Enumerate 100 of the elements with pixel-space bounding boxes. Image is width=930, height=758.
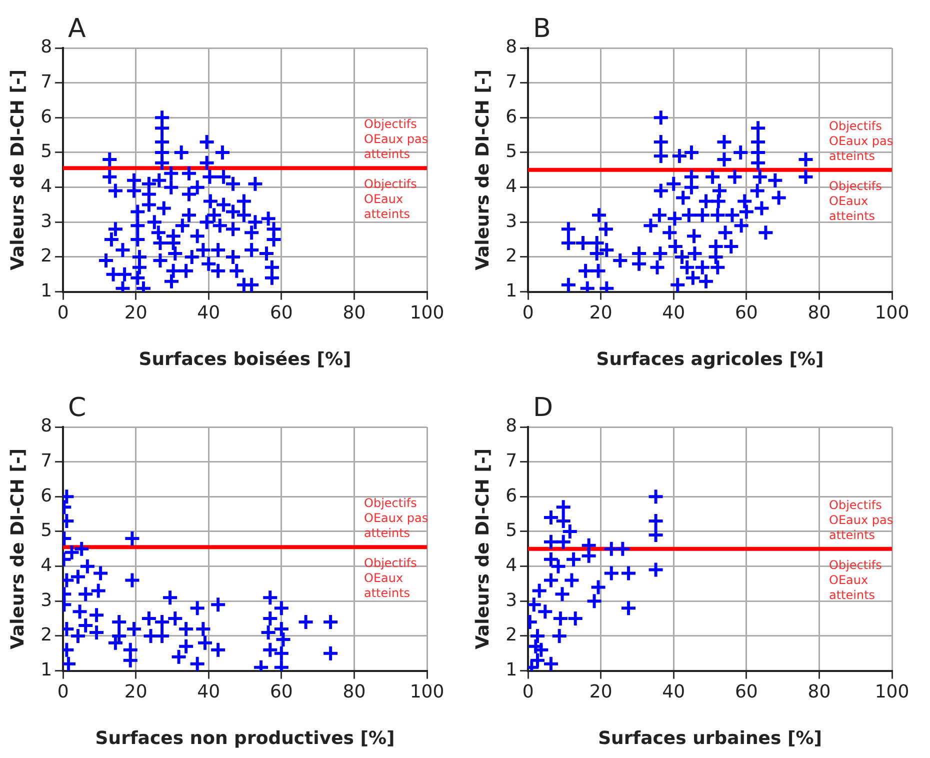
annotation: Objectifs OEaux pas atteints	[829, 498, 894, 542]
x-tick-label: 20	[589, 302, 612, 324]
x-tick-label: 40	[662, 302, 686, 324]
y-tick-label: 6	[40, 485, 52, 506]
point	[529, 627, 546, 644]
point	[297, 614, 314, 631]
point	[322, 614, 340, 631]
x-tick-label: 0	[57, 681, 69, 702]
point	[274, 630, 292, 648]
y-tick-label: 8	[506, 36, 518, 58]
y-tick-label: 3	[506, 590, 518, 611]
point	[178, 638, 195, 655]
x-tick-label: 60	[270, 302, 293, 324]
point	[530, 582, 548, 600]
point	[78, 558, 96, 575]
point	[614, 540, 632, 558]
y-tick-label: 4	[40, 554, 52, 576]
x-tick-label: 60	[270, 681, 293, 702]
point	[210, 596, 227, 614]
point	[542, 509, 560, 526]
point	[194, 620, 212, 638]
x-tick-label: 40	[197, 302, 220, 324]
x-tick-label: 20	[124, 681, 148, 702]
point	[126, 620, 143, 638]
x-tick-label: 0	[57, 302, 69, 324]
annotation: Objectifs OEaux atteints	[829, 178, 882, 223]
y-axis-title: Valeurs de DI-CH [-]	[7, 448, 28, 650]
y-tick-label: 2	[40, 624, 52, 646]
annotation: Objectifs OEaux pas atteints	[829, 118, 894, 163]
x-axis-title: Surfaces urbaines [%]	[598, 728, 822, 749]
point	[162, 589, 179, 606]
y-axis-title: Valeurs de DI-CH [-]	[472, 448, 494, 650]
y-tick-label: 6	[506, 106, 518, 128]
annotation: Objectifs OEaux atteints	[364, 177, 417, 222]
y-tick-label: 3	[40, 210, 52, 232]
point	[260, 624, 277, 641]
y-tick-label: 5	[506, 520, 518, 542]
point	[602, 564, 620, 582]
point	[210, 641, 227, 658]
point	[554, 586, 571, 603]
point	[647, 488, 664, 506]
point	[90, 582, 107, 600]
point	[552, 610, 569, 628]
point	[620, 600, 637, 617]
point	[542, 655, 560, 671]
point	[154, 614, 171, 631]
point	[542, 572, 560, 589]
y-tick-label: 2	[40, 246, 52, 267]
point	[272, 620, 290, 638]
x-tick-label: 0	[522, 681, 534, 702]
x-axis-title: Surfaces non productives [%]	[95, 728, 395, 749]
point	[580, 547, 598, 564]
annotation: Objectifs OEaux atteints	[829, 558, 882, 602]
x-tick-label: 100	[874, 302, 910, 324]
y-tick-label: 4	[40, 176, 52, 197]
x-tick-label: 80	[808, 681, 831, 702]
y-tick-label: 1	[506, 659, 518, 680]
x-tick-label: 20	[589, 681, 612, 702]
y-tick-label: 1	[506, 280, 518, 302]
point	[322, 644, 340, 662]
point	[122, 652, 139, 669]
y-tick-label: 8	[506, 416, 518, 437]
y-tick-label: 7	[40, 72, 52, 92]
point	[262, 589, 279, 606]
x-tick-label: 80	[808, 302, 831, 324]
x-axis-title: Surfaces boisées [%]	[138, 348, 352, 370]
y-tick-label: 7	[506, 72, 518, 92]
y-axis-title: Valeurs de DI-CH [-]	[472, 69, 494, 270]
point	[124, 572, 141, 589]
y-tick-label: 4	[506, 554, 518, 576]
y-tick-label: 1	[40, 659, 52, 680]
y-tick-label: 8	[40, 36, 52, 58]
point	[77, 586, 94, 603]
point	[188, 600, 206, 617]
annotation: Objectifs OEaux pas atteints	[364, 496, 428, 540]
point	[647, 526, 664, 544]
x-tick-label: 40	[662, 681, 686, 702]
point	[92, 564, 110, 582]
annotation: Objectifs OEaux atteints	[364, 556, 417, 600]
point	[88, 606, 106, 624]
point	[124, 530, 141, 547]
y-tick-label: 3	[506, 210, 518, 232]
point	[262, 610, 279, 628]
y-tick-label: 3	[40, 590, 52, 611]
x-axis-title: Surfaces agricoles [%]	[596, 348, 824, 370]
point	[542, 533, 560, 550]
point	[188, 655, 206, 671]
x-tick-label: 0	[522, 302, 534, 324]
x-tick-label: 80	[342, 681, 366, 702]
point	[166, 610, 184, 628]
x-tick-label: 60	[734, 681, 758, 702]
y-tick-label: 2	[506, 624, 518, 646]
y-tick-label: 4	[506, 176, 518, 197]
point	[554, 498, 572, 516]
point	[554, 533, 572, 550]
point	[262, 641, 279, 658]
y-tick-label: 2	[506, 246, 518, 267]
point	[586, 592, 603, 610]
point	[73, 540, 90, 558]
chart-title: C	[68, 393, 86, 423]
